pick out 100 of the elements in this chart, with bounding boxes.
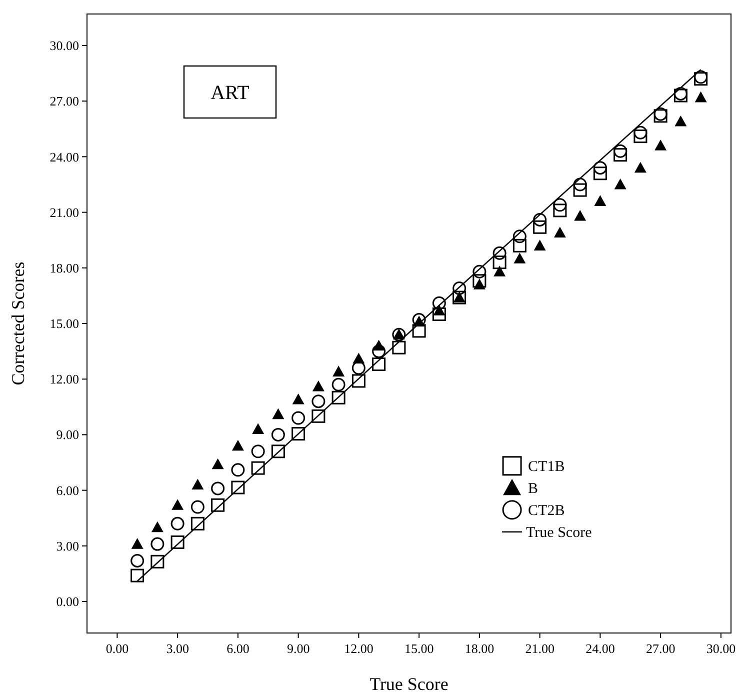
point (312, 394, 326, 408)
point (352, 374, 366, 388)
point (392, 340, 406, 354)
point (190, 500, 204, 514)
point (512, 230, 526, 244)
y-tick-label: 3.00 (56, 538, 79, 554)
point (130, 568, 144, 582)
point (292, 393, 304, 404)
point (473, 278, 486, 290)
point (292, 411, 306, 425)
annotation: ART (210, 82, 250, 104)
point (312, 380, 324, 392)
point (130, 554, 144, 568)
point (554, 226, 566, 238)
point (232, 440, 244, 451)
point (574, 210, 586, 221)
point (634, 126, 648, 140)
point (251, 444, 265, 458)
point (553, 204, 567, 218)
y-tick-label: 12.00 (50, 372, 79, 387)
point (212, 458, 224, 470)
point (593, 161, 607, 175)
point (231, 463, 245, 477)
point (594, 195, 606, 206)
y-tick-label: 9.00 (56, 427, 79, 442)
point (432, 307, 446, 321)
point (573, 183, 587, 197)
y-tick-label: 27.00 (50, 94, 79, 109)
point (292, 427, 306, 441)
x-tick-label: 18.00 (464, 641, 494, 656)
point (251, 461, 265, 475)
point (494, 266, 506, 276)
x-tick-label: 15.00 (404, 641, 434, 656)
y-tick-label: 21.00 (50, 204, 79, 220)
point (533, 212, 547, 226)
y-tick-label: 15.00 (50, 316, 79, 332)
point (211, 482, 225, 496)
x-tick-label: 24.00 (586, 641, 615, 656)
point (131, 538, 144, 549)
point (614, 144, 628, 158)
point (492, 256, 506, 270)
point (412, 324, 426, 338)
point (654, 140, 667, 150)
x-tick-label: 9.00 (286, 641, 310, 656)
point (472, 274, 486, 288)
point (512, 238, 526, 252)
y-tick-label: 0.00 (56, 594, 79, 610)
point (514, 252, 526, 264)
point (534, 240, 546, 250)
point (614, 178, 626, 190)
point (192, 478, 204, 490)
point (674, 115, 687, 126)
point (372, 358, 386, 372)
point (472, 264, 486, 278)
point (332, 378, 346, 392)
point (573, 178, 587, 192)
y-tick-label: 24.00 (50, 149, 79, 164)
point (593, 166, 607, 180)
y-tick-label: 30.00 (50, 38, 79, 54)
y-tick-label: 6.00 (56, 482, 79, 498)
point (634, 162, 646, 173)
point (553, 198, 567, 212)
x-tick-label: 12.00 (344, 641, 374, 656)
point (694, 91, 707, 102)
x-tick-label: 30.00 (706, 641, 736, 656)
point (170, 535, 184, 549)
point (271, 444, 285, 458)
y-tick-label: 18.00 (50, 260, 79, 276)
point (614, 148, 628, 162)
point (492, 246, 506, 260)
x-tick-label: 6.00 (226, 641, 250, 656)
point (211, 498, 225, 512)
point (151, 521, 164, 532)
point (372, 344, 386, 358)
point (452, 282, 466, 296)
point (170, 516, 184, 530)
point (332, 366, 345, 376)
point (231, 480, 245, 494)
point (252, 423, 264, 434)
point (172, 499, 184, 510)
legend-label: True Score (526, 525, 592, 542)
point (432, 296, 446, 310)
y-axis-title: Corrected Scores (8, 262, 28, 386)
x-tick-label: 0.00 (106, 641, 129, 656)
point (332, 390, 346, 404)
point (150, 537, 164, 551)
x-axis-title: True Score (370, 674, 448, 694)
point (271, 428, 285, 442)
x-tick-label: 21.00 (525, 641, 554, 656)
point (312, 409, 326, 423)
legend-label: B (528, 481, 538, 498)
point (272, 408, 284, 420)
point (634, 130, 648, 144)
legend-label: CT2B (528, 503, 565, 520)
legend-label: CT1B (528, 459, 565, 476)
x-tick-label: 3.00 (166, 641, 189, 656)
x-tick-label: 27.00 (646, 641, 676, 656)
point (150, 554, 164, 568)
point (533, 220, 547, 234)
point (190, 516, 204, 530)
